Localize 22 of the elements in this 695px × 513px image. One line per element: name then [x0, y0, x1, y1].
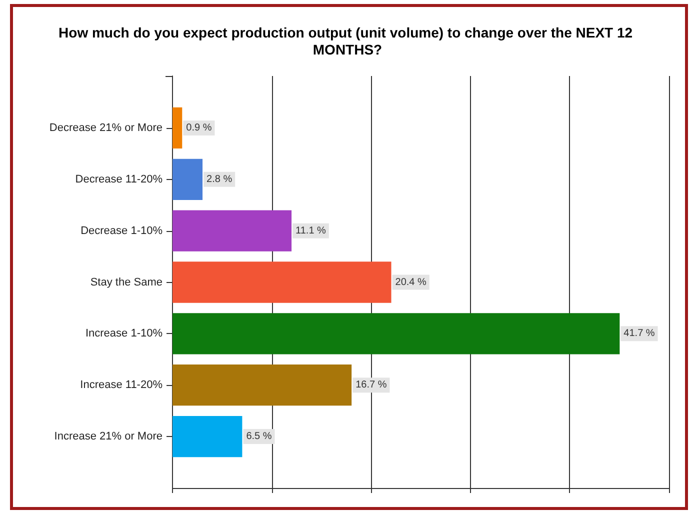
- y-tick-label: Stay the Same: [90, 276, 162, 288]
- data-label: 6.5 %: [246, 431, 272, 442]
- data-label: 0.9 %: [186, 122, 212, 134]
- y-tick-label: Decrease 11-20%: [75, 173, 163, 186]
- data-label: 2.8 %: [206, 174, 232, 185]
- bar: [172, 364, 352, 406]
- data-label: 41.7 %: [624, 328, 655, 340]
- data-label: 16.7 %: [356, 380, 387, 391]
- bar: [172, 158, 203, 200]
- bar: [172, 210, 292, 252]
- bar: [172, 262, 392, 303]
- bar: [172, 107, 182, 149]
- chart-title: How much do you expect production output (unit volume) to change over the NEXT 12 MONTHS?: [58, 24, 636, 58]
- data-label: 20.4 %: [395, 276, 426, 288]
- bar: [172, 416, 242, 458]
- y-tick-label: Increase 1-10%: [85, 328, 163, 340]
- y-tick-label: Decrease 21% or More: [49, 122, 162, 134]
- y-tick-label: Increase 21% or More: [54, 430, 162, 443]
- bar: [172, 313, 620, 354]
- y-tick-label: Increase 11-20%: [80, 379, 163, 392]
- data-label: 11.1 %: [296, 225, 326, 236]
- y-tick-label: Decrease 1-10%: [80, 224, 163, 237]
